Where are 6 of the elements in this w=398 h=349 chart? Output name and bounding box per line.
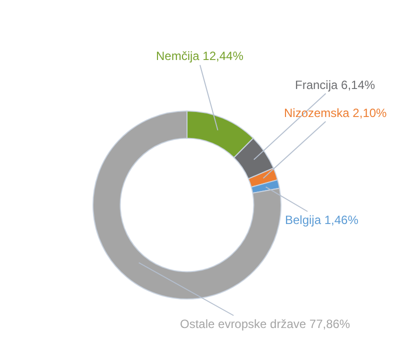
slice-label: Ostale evropske države 77,86% [180,317,350,331]
slice-label: Nizozemska 2,10% [284,106,388,120]
slice-label: Nemčija 12,44% [156,49,244,63]
donut-slice [92,110,282,300]
slice-label: Belgija 1,46% [285,213,359,227]
slice-label: Francija 6,14% [295,78,376,92]
